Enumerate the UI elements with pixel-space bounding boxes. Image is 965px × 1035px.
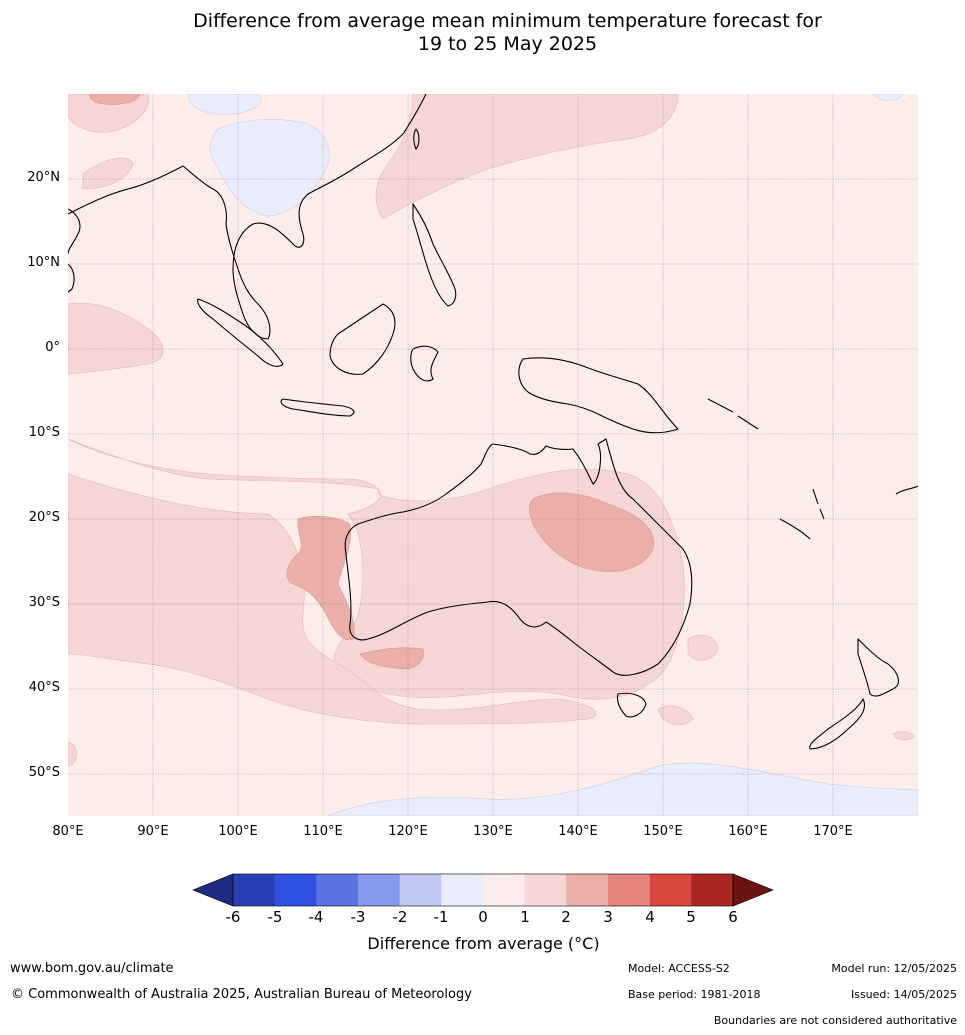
colorbar-tick: 1 [520, 908, 530, 926]
colorbar-segment [316, 874, 359, 906]
australia-coastline [344, 438, 693, 676]
colorbar-segment [233, 874, 276, 906]
colorbar-tick: -4 [308, 908, 324, 926]
colorbar-segment [649, 874, 692, 906]
footer-model-run: Model run: 12/05/2025 [831, 962, 957, 975]
vanuatu-islands [812, 488, 825, 520]
colorbar-segment [274, 874, 317, 906]
borneo-coastline [329, 303, 396, 375]
sulawesi-coastline [410, 345, 439, 382]
new-caledonia [779, 518, 811, 540]
colorbar-segment [399, 874, 442, 906]
new-zealand-south-island [809, 698, 866, 750]
colorbar-segment [608, 874, 651, 906]
grid [68, 94, 918, 816]
warm-region-tasman [687, 634, 719, 661]
lat-label-20n: 20°N [27, 170, 60, 185]
colorbar-tick: -5 [267, 908, 283, 926]
colorbar-tick: -1 [433, 908, 449, 926]
colorbar-tick: 5 [686, 908, 696, 926]
colorbar-label: Difference from average (°C) [367, 934, 600, 953]
lat-label-30s: 30°S [28, 595, 60, 610]
colorbar-tick: 4 [645, 908, 655, 926]
sumatra-coastline [197, 298, 284, 367]
warm-region-southwest-indian-ocean [68, 473, 597, 725]
cool-region-indochina [210, 119, 330, 217]
warm-region-equatorial-indian-ocean [68, 302, 164, 375]
lon-label-110e: 110°E [303, 824, 343, 839]
footer-model: Model: ACCESS-S2 [628, 962, 730, 975]
colorbar-segment [483, 874, 526, 906]
colorbar-extend-high [732, 873, 774, 907]
java-coastline [280, 398, 355, 417]
tasmania-coastline [616, 692, 647, 718]
philippines-coastline [412, 203, 457, 307]
lat-label-20s: 20°S [28, 510, 60, 525]
new-guinea-coastline [518, 357, 679, 434]
colorbar-tick: -3 [350, 908, 366, 926]
colorbar-tick: 3 [603, 908, 613, 926]
warm-region-bay-of-bengal [82, 157, 134, 190]
warm-region-east-of-nz [892, 731, 915, 741]
cool-region-northeast-corner [872, 94, 904, 102]
footer-base-period: Base period: 1981-2018 [628, 988, 761, 1001]
colorbar [192, 873, 774, 907]
title-line-1: Difference from average mean minimum tem… [193, 10, 822, 32]
lon-label-160e: 160°E [728, 824, 768, 839]
lon-label-130e: 130°E [473, 824, 513, 839]
title-line-2: 19 to 25 May 2025 [417, 33, 598, 55]
colorbar-segment [691, 874, 734, 906]
new-zealand-north-island [857, 638, 899, 697]
lon-label-90e: 90°E [137, 824, 169, 839]
fiji-islands [895, 485, 918, 495]
coastlines [68, 94, 918, 750]
footer-website: www.bom.gov.au/climate [10, 961, 174, 976]
lat-label-40s: 40°S [28, 680, 60, 695]
lat-label-50s: 50°S [28, 765, 60, 780]
colorbar-extend-low [192, 873, 234, 907]
footer-copyright: © Commonwealth of Australia 2025, Austra… [11, 987, 472, 1002]
forecast-map [68, 94, 918, 816]
colorbar-segments [192, 873, 774, 907]
warm-region-far-north [89, 94, 141, 105]
colorbar-outline [232, 873, 734, 907]
sri-lanka-coastline [68, 263, 75, 293]
colorbar-segment [524, 874, 567, 906]
india-coastline [68, 208, 81, 255]
lon-label-100e: 100°E [218, 824, 258, 839]
warm-region-southeast-indian [657, 705, 694, 726]
lon-label-120e: 120°E [388, 824, 428, 839]
warm-region-central-queensland [528, 492, 655, 572]
colorbar-tick: -2 [392, 908, 408, 926]
lat-label-10n: 10°N [27, 255, 60, 270]
asia-mainland-coastline [68, 94, 427, 340]
colorbar-segment [566, 874, 609, 906]
map-svg [68, 94, 918, 816]
chart-title: Difference from average mean minimum tem… [0, 10, 965, 56]
warm-region-great-australian-bight [359, 647, 424, 670]
lon-label-150e: 150°E [643, 824, 683, 839]
lon-label-80e: 80°E [52, 824, 84, 839]
cool-region-southern-ocean [327, 762, 918, 816]
lon-label-140e: 140°E [558, 824, 598, 839]
taiwan-coastline [413, 128, 420, 150]
colorbar-tick: 2 [561, 908, 571, 926]
warm-region-southwest-corner [68, 741, 77, 767]
colorbar-tick: 6 [728, 908, 738, 926]
lon-label-170e: 170°E [813, 824, 853, 839]
warm-region-india [68, 94, 150, 133]
colorbar-segment [441, 874, 484, 906]
footer-disclaimer: Boundaries are not considered authoritat… [713, 1014, 957, 1027]
warm-region-western-pacific [375, 94, 679, 220]
colorbar-segment [358, 874, 401, 906]
lat-label-0: 0° [45, 340, 60, 355]
colorbar-tick: 0 [478, 908, 488, 926]
footer-issued: Issued: 14/05/2025 [850, 988, 957, 1001]
lat-label-10s: 10°S [28, 425, 60, 440]
colorbar-tick: -6 [225, 908, 241, 926]
cool-region-northwest [187, 94, 262, 115]
